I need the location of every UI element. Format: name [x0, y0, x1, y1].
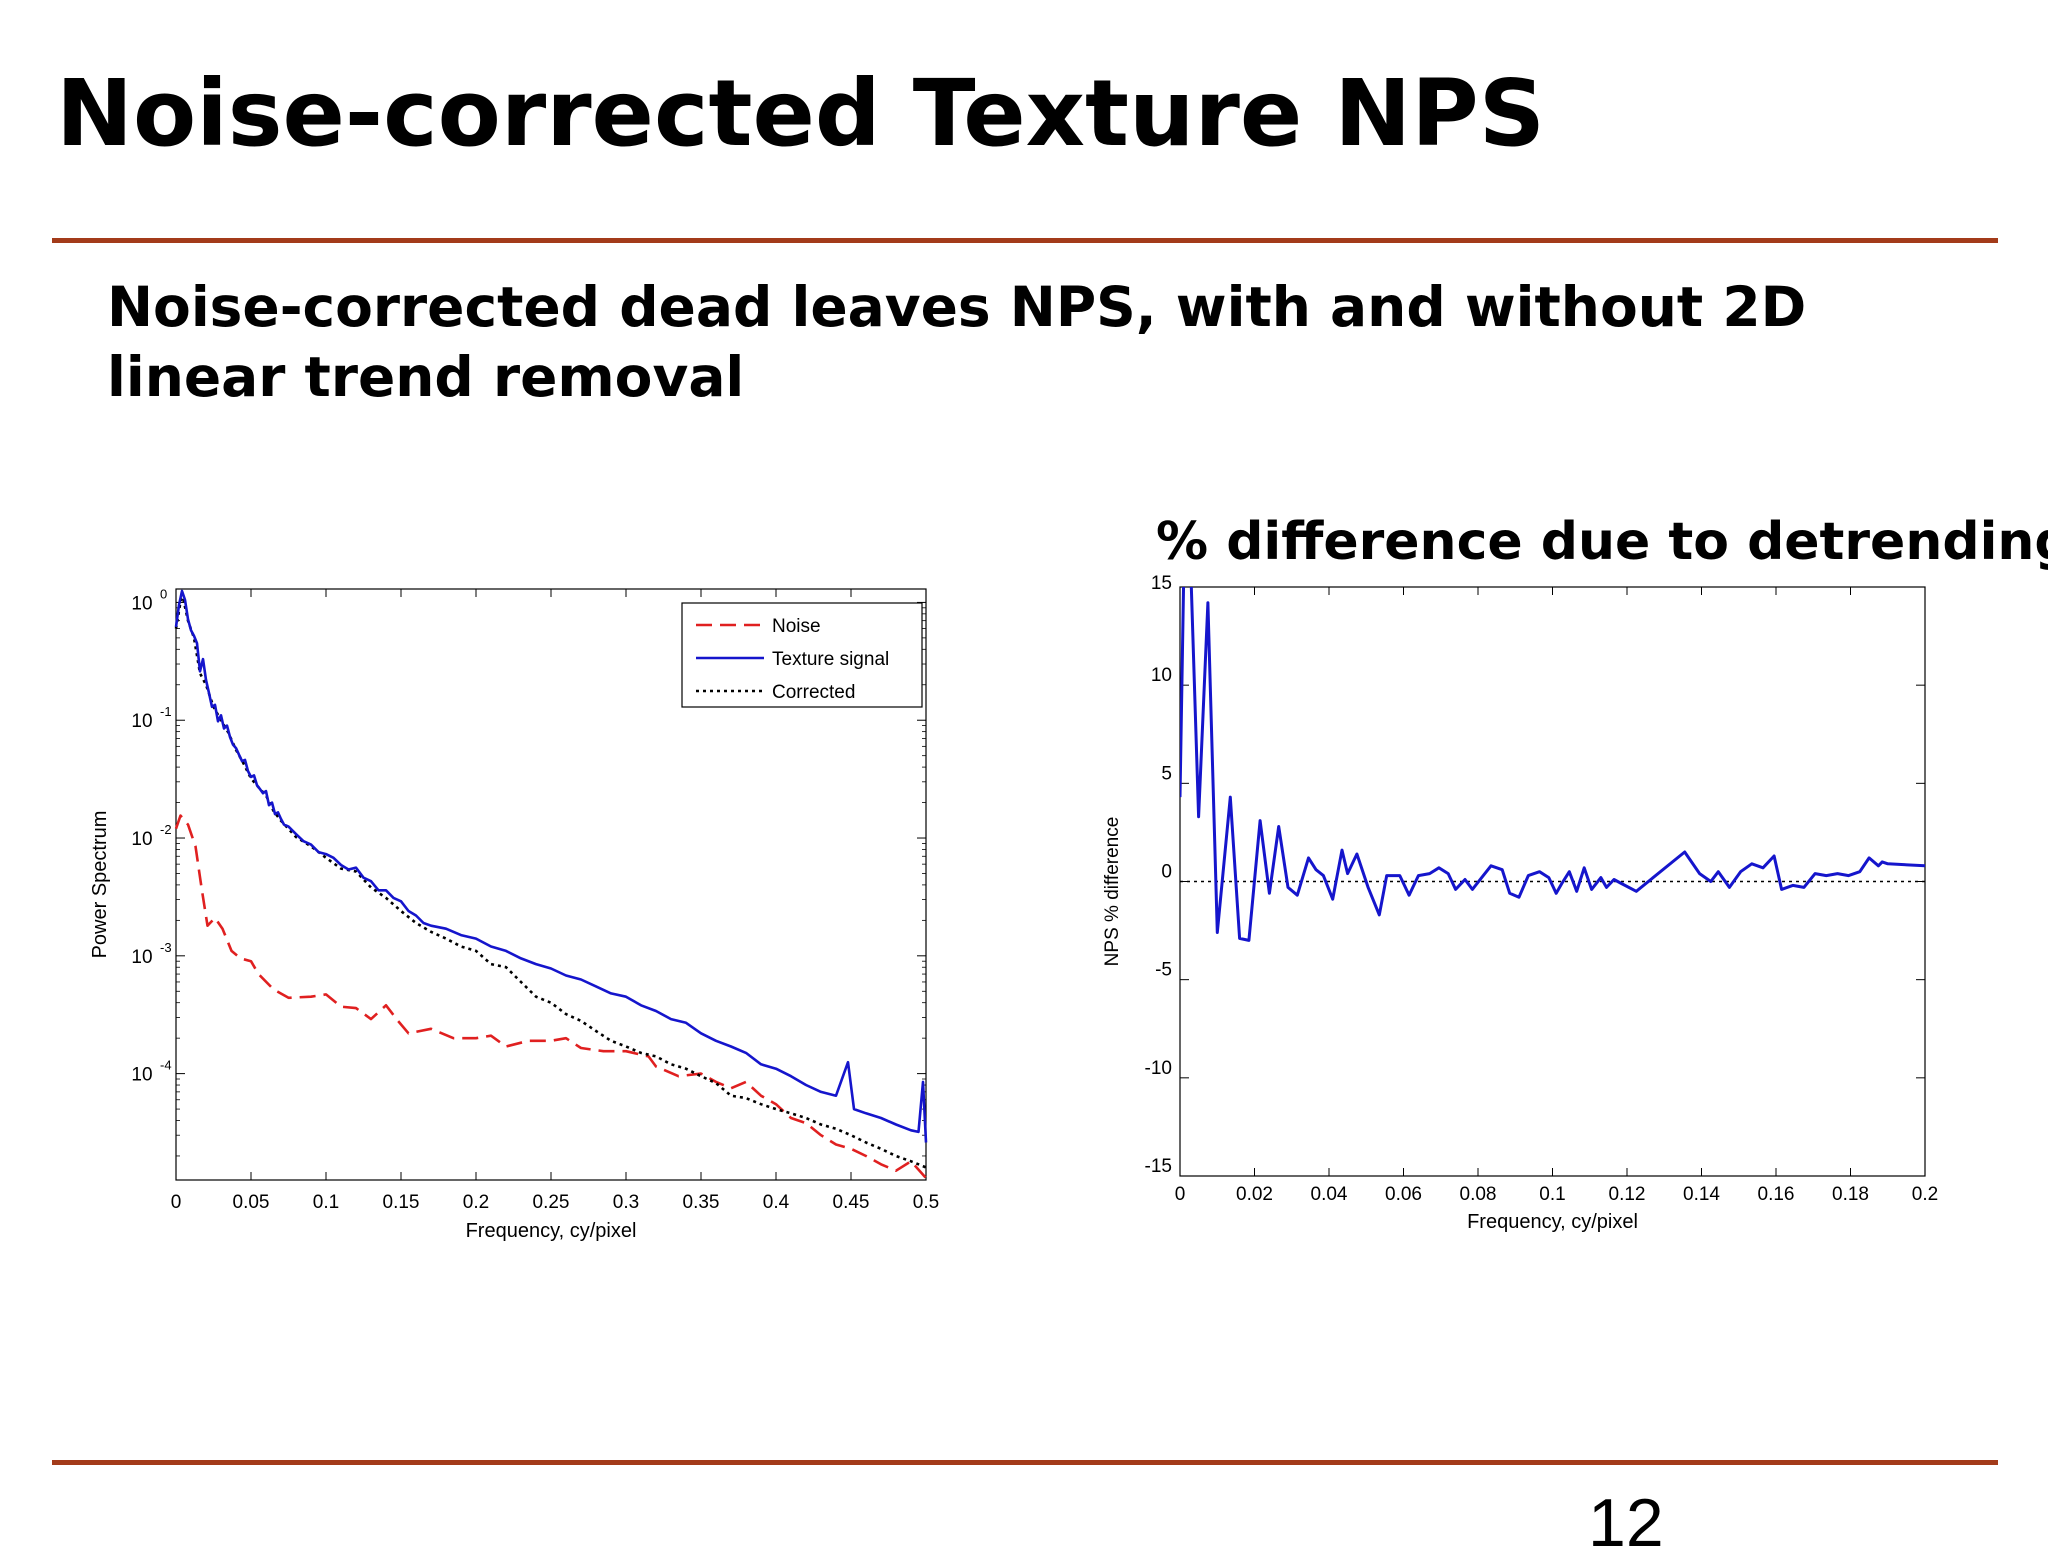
svg-text:-3: -3: [160, 940, 172, 955]
y-tick-label: 5: [1161, 763, 1172, 784]
x-tick-label: 0.5: [913, 1192, 939, 1213]
y-tick-label: 10 -4: [131, 1058, 171, 1086]
x-tick-label: 0.2: [463, 1192, 489, 1213]
x-tick-label: 0.4: [763, 1192, 790, 1213]
legend-label: Corrected: [772, 682, 855, 703]
svg-text:10: 10: [131, 829, 152, 850]
x-tick-label: 0.14: [1683, 1184, 1720, 1205]
right-chart-title: % difference due to detrending: [1156, 512, 2048, 572]
x-tick-label: 0.25: [533, 1192, 570, 1213]
x-tick-label: 0.08: [1460, 1184, 1497, 1205]
y-tick-label: 10: [1151, 665, 1172, 686]
y-tick-label: -5: [1155, 960, 1172, 981]
x-tick-label: 0.18: [1832, 1184, 1869, 1205]
percent-difference-chart: 0 0.02 0.04 0.06 0.08 0.1 0.12 0.14 0.16 0.18 0.2 1…: [1102, 573, 1938, 1233]
x-tick-label: 0.06: [1385, 1184, 1422, 1205]
svg-text:10: 10: [131, 711, 152, 732]
svg-text:10: 10: [131, 947, 152, 968]
x-tick-label: 0.16: [1758, 1184, 1795, 1205]
slide-title: Noise-corrected Texture NPS: [56, 60, 1545, 167]
y-tick-label: 0: [1161, 862, 1172, 883]
page-number: 12: [1588, 1485, 1664, 1561]
svg-text:-4: -4: [160, 1058, 172, 1073]
x-tick-label: 0.1: [1539, 1184, 1565, 1205]
power-spectrum-chart: 0 0.05 0.1 0.15 0.2 0.25 0.3 0.35 0.4 0.45 0.510 01…: [89, 586, 939, 1242]
series-line-0: [1180, 587, 1925, 942]
x-tick-label: 0.45: [833, 1192, 870, 1213]
svg-text:0: 0: [160, 586, 167, 601]
y-tick-label: -10: [1145, 1058, 1172, 1079]
x-tick-label: 0.12: [1609, 1184, 1646, 1205]
legend-box: [681, 602, 923, 708]
series-line-corrected: [174, 591, 927, 1169]
series-line-texture-signal: [174, 589, 928, 1143]
x-tick-label: 0.2: [1912, 1184, 1938, 1205]
svg-text:10: 10: [131, 1065, 152, 1086]
y-tick-label: 15: [1151, 573, 1172, 594]
x-axis-label: Frequency, cy/pixel: [466, 1220, 637, 1242]
y-tick-label: 10 -1: [131, 704, 171, 732]
x-tick-label: 0.05: [233, 1192, 270, 1213]
y-tick-label: 10 0: [131, 586, 167, 614]
x-tick-label: 0.02: [1236, 1184, 1273, 1205]
svg-text:-2: -2: [160, 822, 172, 837]
x-tick-label: 0: [1175, 1184, 1186, 1205]
legend-label: Noise: [772, 616, 821, 637]
y-tick-label: 10 -2: [131, 822, 171, 850]
svg-text:10: 10: [131, 593, 152, 614]
y-axis-label: Power Spectrum: [89, 811, 111, 959]
series-line-noise: [174, 814, 927, 1179]
x-tick-label: 0.35: [683, 1192, 720, 1213]
slide-subtitle: Noise-corrected dead leaves NPS, with an…: [107, 275, 1807, 409]
x-tick-label: 0.3: [613, 1192, 639, 1213]
top-divider: [52, 238, 1998, 243]
y-axis-label: NPS % difference: [1102, 817, 1123, 967]
bottom-divider: [52, 1460, 1998, 1465]
legend: Noise Texture signal Corrected: [681, 602, 923, 708]
x-tick-label: 0.15: [383, 1192, 420, 1213]
legend-label: Texture signal: [772, 649, 889, 670]
x-axis-label: Frequency, cy/pixel: [1467, 1211, 1638, 1233]
x-tick-label: 0.04: [1311, 1184, 1348, 1205]
x-tick-label: 0: [171, 1192, 182, 1213]
svg-text:-1: -1: [160, 704, 172, 719]
x-tick-label: 0.1: [313, 1192, 339, 1213]
y-tick-label: 10 -3: [131, 940, 171, 968]
y-tick-label: -15: [1145, 1156, 1172, 1177]
